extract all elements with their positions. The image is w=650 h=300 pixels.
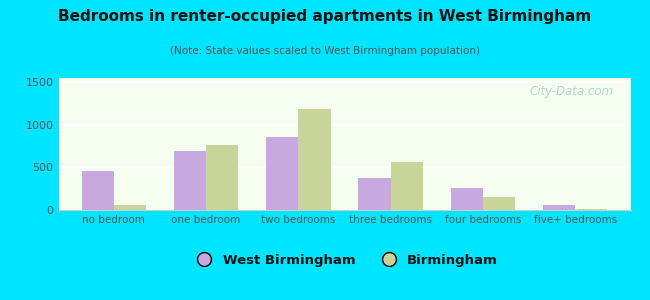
Text: City-Data.com: City-Data.com <box>529 85 614 98</box>
Bar <box>81 171 114 210</box>
Bar <box>575 209 608 210</box>
Bar <box>206 145 239 210</box>
Bar <box>298 109 331 210</box>
Bar <box>114 205 146 210</box>
Bar <box>543 205 575 210</box>
Bar <box>174 151 206 210</box>
Bar <box>358 178 391 210</box>
Bar <box>391 162 423 210</box>
Legend: West Birmingham, Birmingham: West Birmingham, Birmingham <box>186 248 503 272</box>
Bar <box>450 188 483 210</box>
Text: Bedrooms in renter-occupied apartments in West Birmingham: Bedrooms in renter-occupied apartments i… <box>58 9 592 24</box>
Text: (Note: State values scaled to West Birmingham population): (Note: State values scaled to West Birmi… <box>170 46 480 56</box>
Bar <box>266 137 298 210</box>
Bar <box>483 197 515 210</box>
